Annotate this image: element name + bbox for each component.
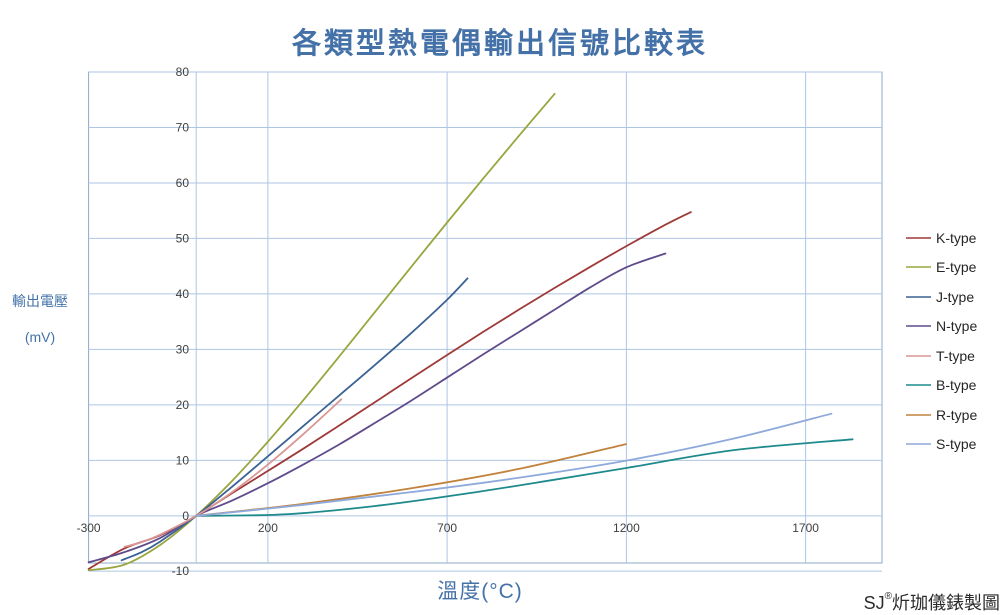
svg-text:S-type: S-type [936, 436, 977, 452]
svg-text:E-type: E-type [936, 259, 977, 275]
svg-text:R-type: R-type [936, 407, 977, 423]
svg-text:T-type: T-type [936, 348, 975, 364]
svg-text:N-type: N-type [936, 318, 977, 334]
svg-text:K-type: K-type [936, 230, 977, 246]
svg-text:B-type: B-type [936, 377, 977, 393]
svg-text:J-type: J-type [936, 289, 974, 305]
